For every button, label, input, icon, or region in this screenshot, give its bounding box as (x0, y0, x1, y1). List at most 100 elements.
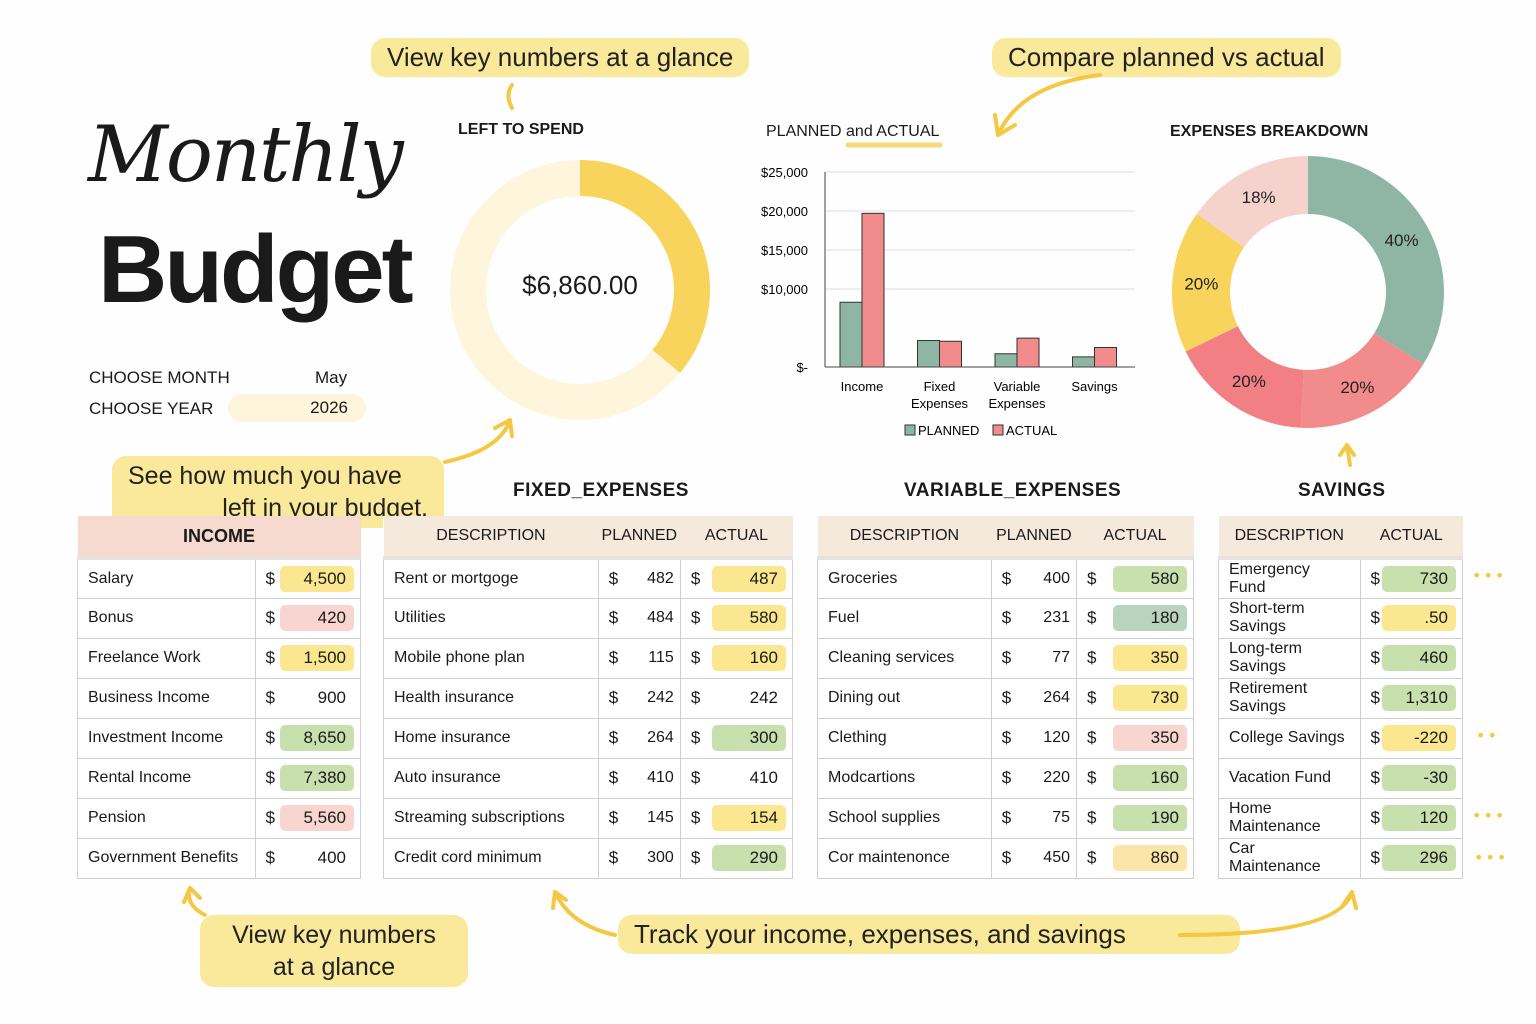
description-cell: Salary (77, 557, 256, 599)
actual-cell: 4,500 (277, 557, 362, 599)
year-select[interactable]: 2026 (228, 394, 366, 422)
title-script: Monthly (88, 110, 404, 200)
description-cell: Long-term Savings (1218, 637, 1361, 679)
actual-value[interactable]: 4,500 (280, 565, 354, 592)
bar-chart: $- $10,000 $15,000 $20,000 $25,000 Income Fixe… (761, 165, 1135, 438)
month-select[interactable]: May (315, 368, 348, 387)
planned-cell: 450 (1013, 837, 1078, 879)
currency-cell: $ (1076, 677, 1099, 719)
callout-bottom-center: Track your income, expenses, and savings (618, 915, 1240, 954)
actual-cell: 410 (702, 757, 794, 799)
table-row: Groceries $400 $580 (817, 557, 1194, 599)
table-row: Emergency Fund $730 (1218, 557, 1463, 599)
actual-value[interactable]: 154 (712, 805, 786, 831)
actual-value[interactable]: .50 (1382, 605, 1456, 631)
description-cell: Rental Income (77, 757, 256, 799)
actual-cell: 160 (702, 637, 794, 679)
x-tick-label: Fixed (924, 379, 956, 394)
actual-value[interactable]: 420 (280, 605, 354, 631)
actual-value[interactable]: 7,380 (280, 765, 354, 791)
actual-cell: 580 (702, 597, 794, 639)
dots-decoration: •• (1476, 726, 1499, 745)
actual-value[interactable]: 400 (317, 848, 346, 867)
bar-planned (994, 353, 1018, 368)
currency-cell: $ (597, 637, 621, 679)
actual-value[interactable]: 190 (1113, 805, 1187, 831)
table-row: Home insurance $264 $300 (383, 717, 794, 759)
actual-value[interactable]: 730 (1113, 685, 1187, 711)
actual-value[interactable]: 460 (1382, 645, 1456, 671)
description-cell: Home Maintenance (1218, 797, 1361, 839)
planned-cell: 242 (620, 677, 681, 719)
actual-value[interactable]: -220 (1382, 725, 1456, 751)
description-cell: Modcartions (817, 757, 992, 799)
currency-cell: $ (254, 557, 278, 599)
table-row: Dining out $264 $730 (817, 677, 1194, 719)
currency-cell: $ (990, 837, 1014, 879)
arrow-icon (1338, 443, 1356, 467)
income-header: INCOME (77, 516, 361, 560)
table-row: Vacation Fund $ -30 (1218, 757, 1463, 799)
description-cell: Vacation Fund (1218, 757, 1361, 799)
actual-value[interactable]: 1,500 (280, 645, 354, 671)
savings-title: SAVINGS (1298, 480, 1386, 501)
x-tick-label: Expenses (988, 396, 1046, 411)
table-row: Fuel $231 $180 (817, 597, 1194, 639)
slice-label: 40% (1385, 231, 1419, 250)
description-cell: Car Maintenance (1218, 837, 1361, 879)
currency-cell: $ (1359, 557, 1382, 599)
currency-cell: $ (1076, 837, 1099, 879)
bar-planned (1072, 356, 1095, 368)
actual-value[interactable]: 300 (712, 725, 786, 751)
actual-value[interactable]: 5,560 (280, 805, 354, 831)
x-tick-label: Variable (994, 379, 1041, 394)
currency-cell: $ (679, 797, 703, 839)
currency-cell: $ (679, 597, 703, 639)
actual-value[interactable]: 350 (1113, 645, 1187, 671)
table-row: Modcartions $220 $160 (817, 757, 1194, 799)
actual-value[interactable]: 350 (1113, 725, 1187, 751)
actual-value[interactable]: 296 (1382, 845, 1456, 871)
callout-line: at a glance (272, 953, 396, 981)
bar-actual (861, 212, 885, 368)
actual-value[interactable]: 860 (1113, 845, 1187, 871)
currency-cell: $ (679, 637, 703, 679)
year-label: CHOOSE YEAR (89, 399, 214, 418)
actual-value[interactable]: -30 (1382, 765, 1456, 791)
currency-cell: $ (254, 597, 278, 639)
actual-value[interactable]: 487 (712, 565, 786, 592)
income-table: INCOME Salary $4,500 Bonus $420 Freelance Wor… (77, 516, 362, 879)
currency-cell: $ (254, 637, 278, 679)
description-cell: Government Benefits (77, 837, 256, 879)
planned-cell: 264 (1013, 677, 1078, 719)
actual-value[interactable]: 1,310 (1382, 685, 1456, 711)
table-row: Retirement Savings $1,310 (1218, 677, 1463, 719)
actual-value[interactable]: 8,650 (280, 725, 354, 751)
donut-fill (579, 160, 710, 373)
description-cell: Utilities (383, 597, 599, 639)
actual-value[interactable]: 160 (1113, 765, 1187, 791)
currency-cell: $ (597, 597, 621, 639)
actual-value[interactable]: 290 (712, 845, 786, 871)
actual-value[interactable]: 120 (1382, 805, 1456, 831)
actual-cell: 487 (702, 557, 794, 599)
actual-value[interactable]: 160 (712, 645, 786, 671)
currency-cell: $ (990, 677, 1014, 719)
actual-value[interactable]: 580 (1113, 565, 1187, 592)
actual-value[interactable]: 900 (317, 688, 346, 707)
y-tick-label: $- (796, 360, 808, 375)
actual-value[interactable]: 242 (749, 688, 778, 707)
actual-value[interactable]: 730 (1382, 565, 1456, 592)
description-cell: Retirement Savings (1218, 677, 1361, 719)
y-tick-label: $25,000 (761, 165, 808, 180)
actual-cell: -220 (1382, 717, 1463, 759)
arrow-icon (443, 418, 514, 464)
bar-planned (839, 301, 863, 368)
callout-top-right: Compare planned vs actual (992, 38, 1341, 77)
actual-value[interactable]: 180 (1113, 605, 1187, 631)
callout-top-left: View key numbers at a glance (371, 38, 750, 77)
actual-value[interactable]: 410 (749, 768, 778, 787)
description-cell: Credit cord minimum (383, 837, 599, 879)
actual-value[interactable]: 580 (712, 605, 786, 631)
actual-cell: 730 (1382, 557, 1463, 599)
